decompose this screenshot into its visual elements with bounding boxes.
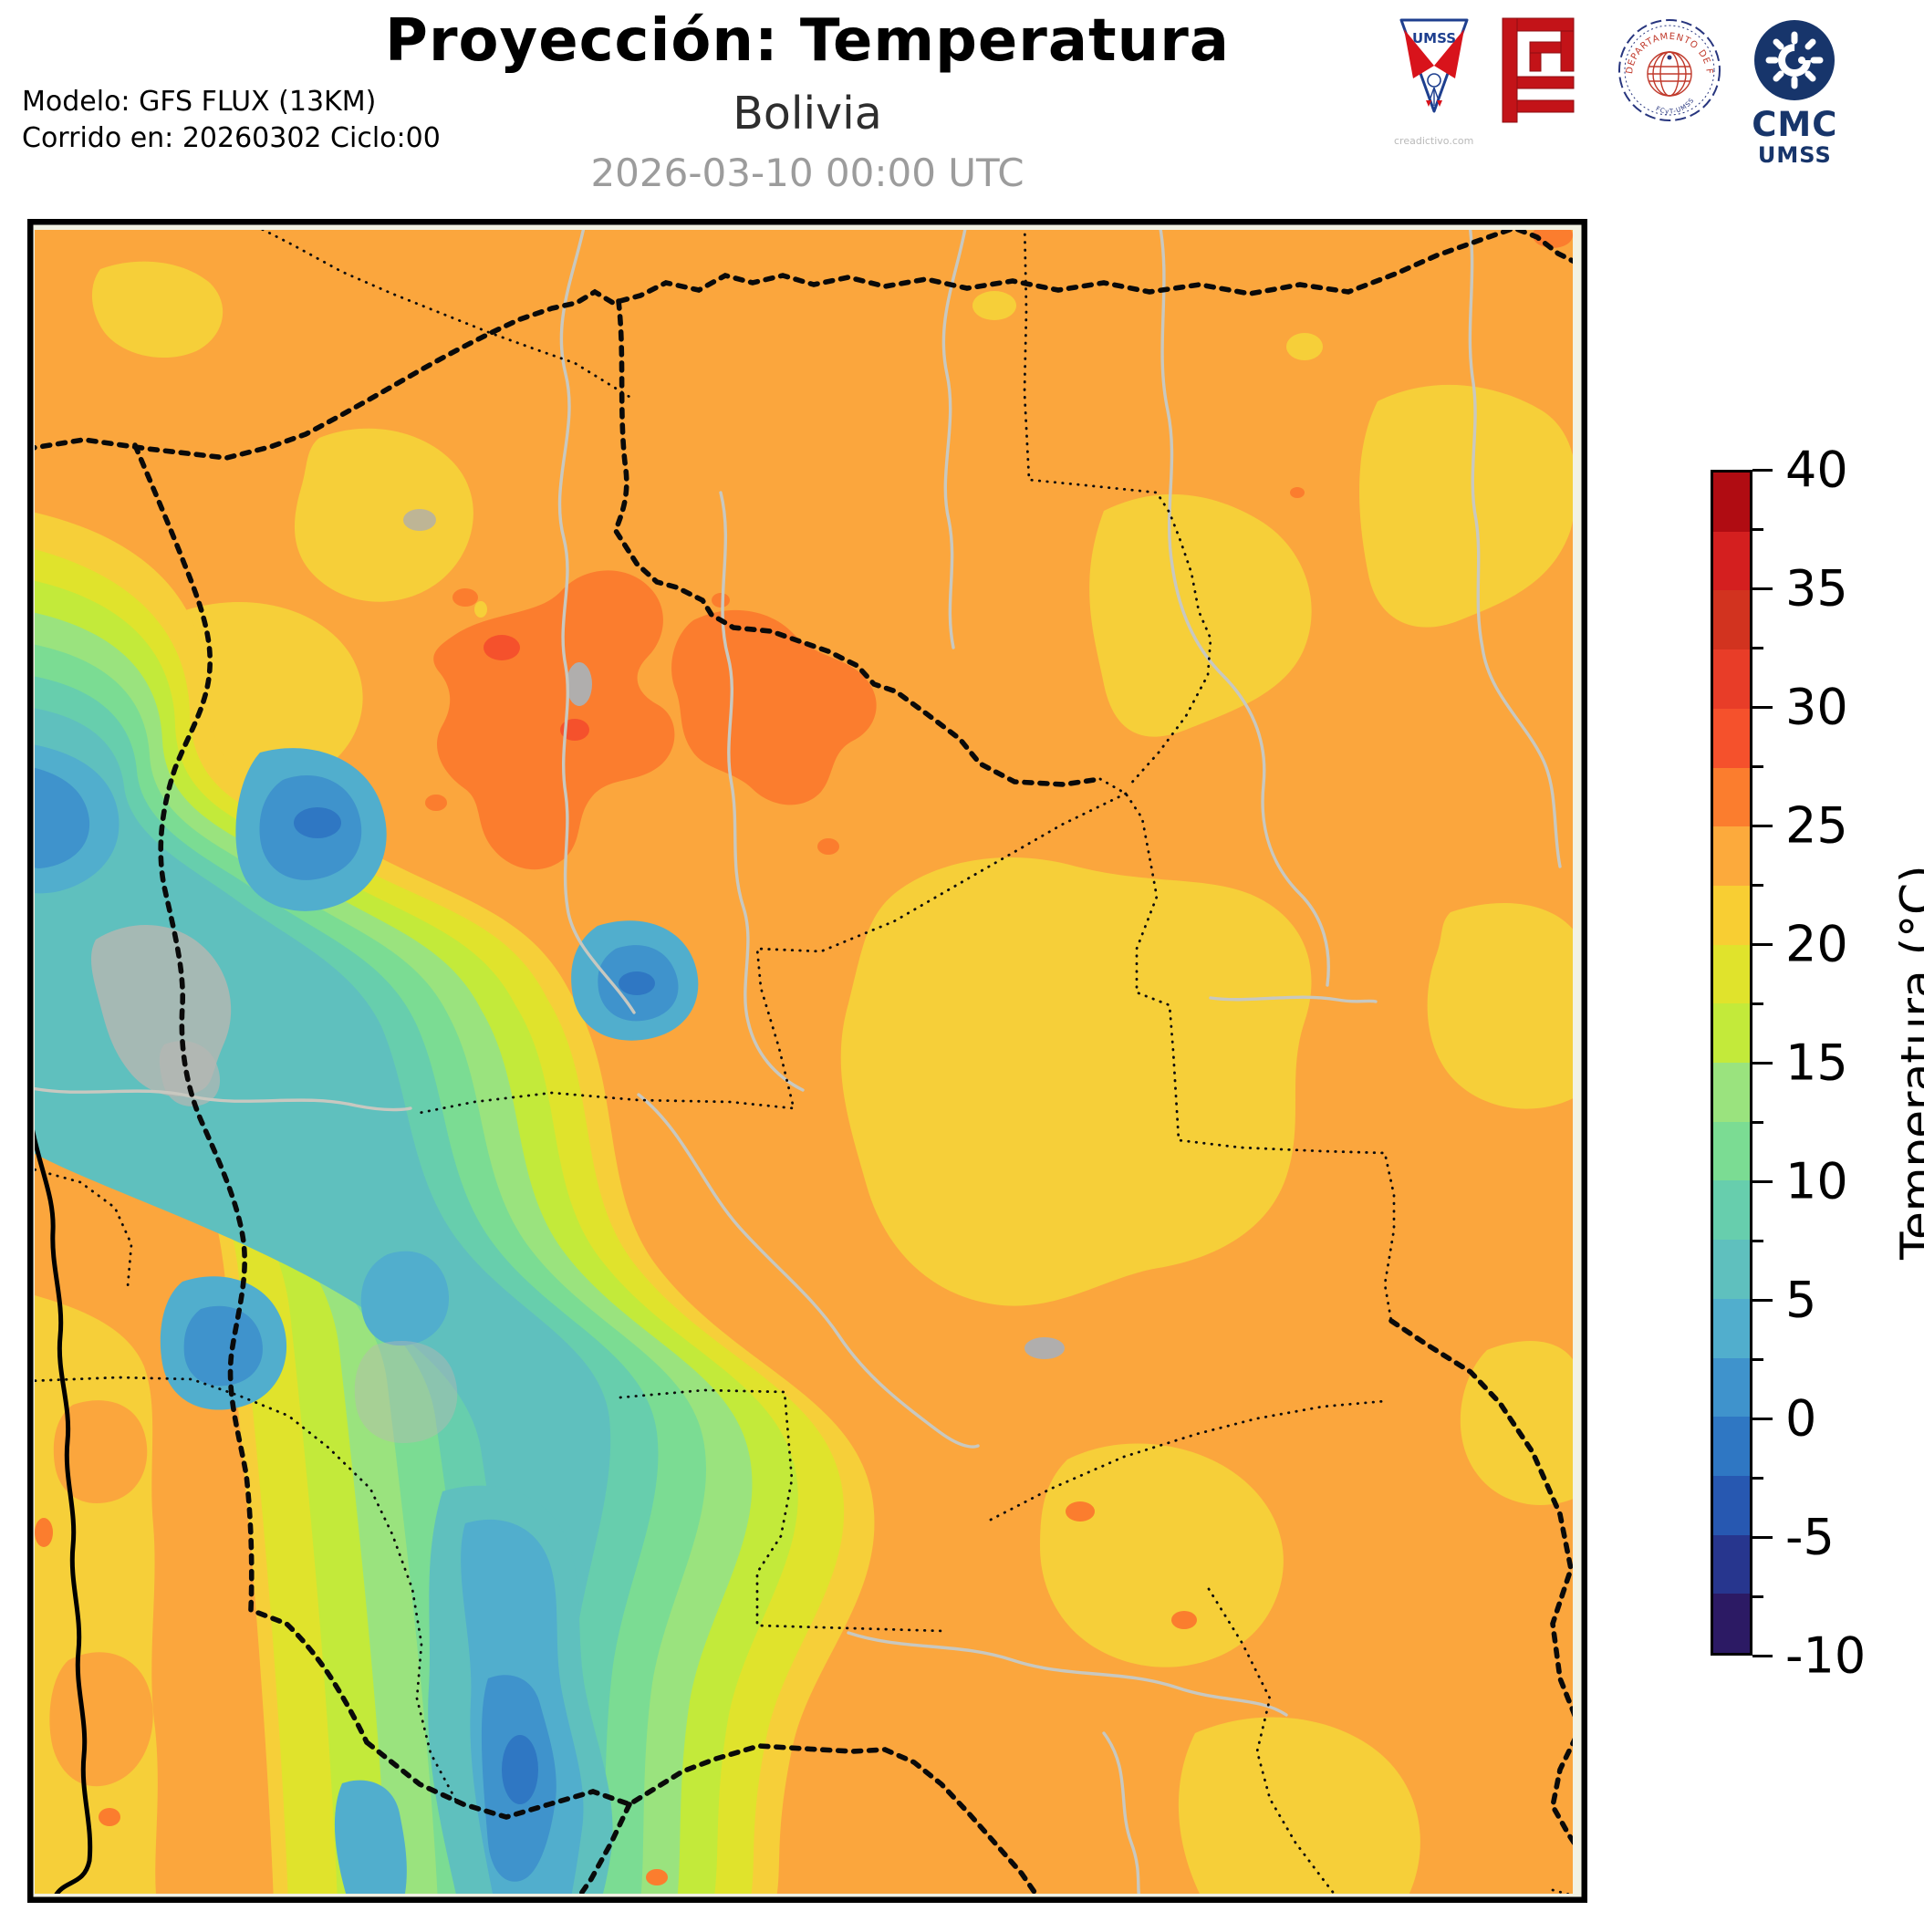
colorbar-segment (1713, 708, 1750, 768)
page-subtitle: Bolivia (733, 88, 882, 140)
colorbar-minor-tick (1752, 1476, 1763, 1480)
fisica-seal-logo: DEPARTAMENTO DE FÍSICA FCyT-UMSS (1616, 16, 1723, 124)
colorbar-major-tick (1752, 1654, 1773, 1657)
colorbar-minor-tick (1752, 1002, 1763, 1005)
colorbar-tick-label: 0 (1785, 1389, 1817, 1448)
colorbar-tick-label: 15 (1785, 1034, 1848, 1092)
lake-overlays (90, 509, 1065, 1444)
colorbar: 40 35 30 25 20 15 10 5 0 -5 -10 Temperatura (°C) (1711, 441, 1924, 1685)
colorbar-minor-tick (1752, 1594, 1763, 1598)
colorbar-tick-label: -5 (1785, 1508, 1835, 1566)
colorbar-segment (1713, 1121, 1750, 1181)
fcyt-icon (1502, 17, 1575, 123)
watermark-text: creadictivo.com (1394, 135, 1474, 147)
colorbar-major-tick (1752, 468, 1773, 472)
colorbar-segment (1713, 1003, 1750, 1064)
cmc-sublabel: UMSS (1757, 142, 1832, 168)
colorbar-segment (1713, 1180, 1750, 1241)
rivers (35, 230, 1562, 1894)
colorbar-major-tick (1752, 587, 1773, 590)
colorbar-segment (1713, 1417, 1750, 1476)
colorbar-segment (1713, 649, 1750, 709)
colorbar-segment (1713, 1063, 1750, 1122)
colorbar-segment (1713, 1357, 1750, 1418)
colorbar-tick-label: 30 (1785, 678, 1848, 736)
international-borders (35, 230, 1573, 1894)
map-panel (26, 218, 1588, 1904)
fisica-seal-icon: DEPARTAMENTO DE FÍSICA FCyT-UMSS (1616, 16, 1721, 121)
umss-pennant-logo: UMSS creadictivo.com (1394, 16, 1473, 147)
colorbar-segment (1713, 590, 1750, 650)
colorbar-minor-tick (1752, 1120, 1763, 1124)
colorbar-segment (1713, 826, 1750, 886)
colorbar-major-tick (1752, 1298, 1773, 1302)
cmc-icon (1754, 20, 1836, 100)
colorbar-segment (1713, 531, 1750, 591)
colorbar-major-tick (1752, 942, 1773, 946)
colorbar-segment (1713, 1534, 1750, 1594)
model-info: Modelo: GFS FLUX (13KM) Corrido en: 2026… (22, 84, 441, 157)
model-run: Corrido en: 20260302 Ciclo:00 (22, 122, 441, 154)
colorbar-tick-label: 40 (1785, 441, 1848, 499)
umss-pennant-icon: UMSS (1399, 18, 1469, 113)
colorbar-minor-tick (1752, 1239, 1763, 1242)
bolivia-temperature-map (26, 218, 1588, 1904)
colorbar-tick-label: 20 (1785, 915, 1848, 973)
cmc-logo: CMC UMSS (1751, 16, 1838, 168)
colorbar-segment (1713, 1475, 1750, 1535)
colorbar-minor-tick (1752, 527, 1763, 531)
temperature-field (35, 230, 1573, 1894)
page-title: Proyección: Temperatura (385, 7, 1230, 75)
colorbar-segment (1713, 473, 1750, 532)
coast-strip (35, 1295, 158, 1894)
colorbar-segment (1713, 767, 1750, 827)
colorbar-major-tick (1752, 1417, 1773, 1420)
colorbar-tick-label: 5 (1785, 1271, 1817, 1329)
colorbar-minor-tick (1752, 1357, 1763, 1361)
logo-row: UMSS creadictivo.com (1394, 16, 1838, 168)
colorbar-segment (1713, 1298, 1750, 1358)
colorbar-tick-label: 35 (1785, 559, 1848, 618)
colorbar-segment (1713, 885, 1750, 945)
fcyt-logo (1501, 16, 1588, 124)
colorbar-major-tick (1752, 1535, 1773, 1539)
colorbar-segment (1713, 1240, 1750, 1299)
header: Proyección: Temperatura Bolivia 2026-03-… (27, 7, 1587, 195)
department-borders (35, 230, 1572, 1894)
colorbar-major-tick (1752, 1179, 1773, 1183)
colorbar-major-tick (1752, 1061, 1773, 1065)
model-name: Modelo: GFS FLUX (13KM) (22, 86, 377, 118)
coastline (35, 1129, 93, 1894)
colorbar-minor-tick (1752, 764, 1763, 768)
colorbar-major-tick (1752, 705, 1773, 709)
colorbar-minor-tick (1752, 883, 1763, 887)
colorbar-tick-label: 25 (1785, 796, 1848, 855)
colorbar-axis-label: Temperatura (°C) (1891, 865, 1924, 1261)
colorbar-gradient (1711, 470, 1752, 1656)
andes-cold-cores (35, 744, 699, 1894)
colorbar-tick-label: 10 (1785, 1152, 1848, 1210)
cmc-label: CMC (1752, 105, 1838, 144)
valid-time: 2026-03-10 00:00 UTC (590, 151, 1024, 195)
colorbar-segment (1713, 944, 1750, 1004)
colorbar-minor-tick (1752, 646, 1763, 649)
svg-text:UMSS: UMSS (1412, 30, 1456, 47)
map-frame (26, 218, 1588, 1904)
colorbar-tick-label: -10 (1785, 1626, 1867, 1685)
colorbar-major-tick (1752, 824, 1773, 827)
colorbar-segment (1713, 1594, 1750, 1654)
